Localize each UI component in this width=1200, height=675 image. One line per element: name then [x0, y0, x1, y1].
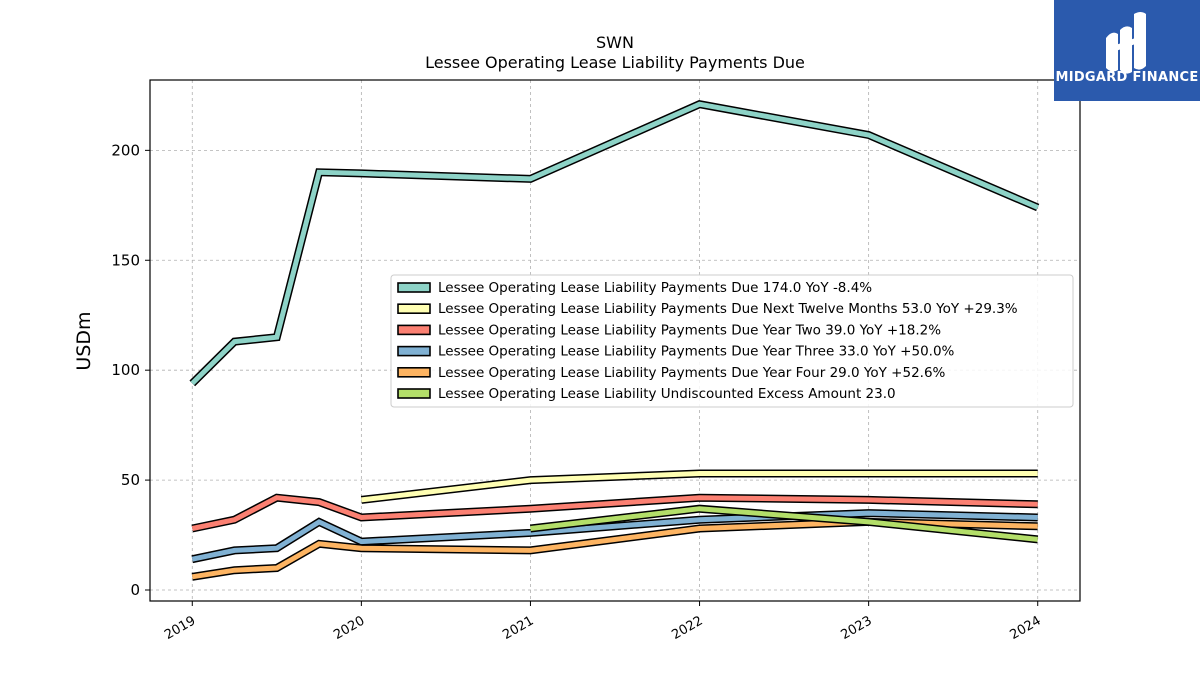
series-lines — [189, 100, 1040, 581]
x-tick-label: 2024 — [1008, 613, 1044, 643]
series-0 — [189, 100, 1040, 387]
legend-label: Lessee Operating Lease Liability Payment… — [438, 365, 946, 381]
legend-label: Lessee Operating Lease Liability Payment… — [438, 301, 1018, 317]
x-tick-label: 2019 — [162, 613, 198, 643]
legend-label: Lessee Operating Lease Liability Payment… — [438, 344, 955, 360]
legend-swatch — [397, 345, 431, 357]
series-4 — [191, 517, 1038, 581]
y-tick-label: 150 — [111, 251, 140, 269]
logo-mark-icon — [1106, 12, 1146, 74]
series-line — [190, 101, 1039, 386]
legend-label: Lessee Operating Lease Liability Undisco… — [438, 386, 896, 402]
y-tick-label: 50 — [121, 471, 140, 489]
series-5 — [530, 504, 1039, 544]
x-tick-label: 2023 — [838, 613, 874, 643]
y-tick-label: 200 — [111, 141, 140, 159]
legend-swatch — [397, 282, 431, 293]
legend: Lessee Operating Lease Liability Payment… — [390, 274, 1074, 408]
y-tick-label: 100 — [111, 361, 140, 379]
legend-swatch — [397, 366, 431, 378]
series-line — [191, 519, 1038, 580]
plot-frame — [149, 79, 1081, 602]
legend-swatch — [397, 324, 431, 336]
chart-title: SWN — [596, 33, 634, 52]
series-line — [191, 495, 1038, 531]
logo-text: MIDGARD FINANCE — [1055, 70, 1198, 85]
x-axis-ticks: 2019 2020 2021 2022 2023 2024 — [162, 601, 1044, 643]
legend-label: Lessee Operating Lease Liability Payment… — [438, 280, 872, 296]
legend-label: Lessee Operating Lease Liability Payment… — [438, 322, 941, 338]
legend-box — [390, 274, 1074, 408]
x-tick-label: 2021 — [500, 613, 536, 643]
series-2 — [191, 493, 1038, 533]
x-tick-label: 2020 — [331, 613, 367, 643]
logo: MIDGARD FINANCE — [1054, 0, 1200, 101]
x-tick-label: 2022 — [669, 613, 705, 643]
series-1 — [360, 469, 1038, 504]
y-tick-label: 0 — [130, 581, 140, 599]
y-axis-ticks: 0 50 100 150 200 — [111, 141, 150, 599]
y-axis-label: USDm — [73, 311, 95, 370]
chart-subtitle: Lessee Operating Lease Liability Payment… — [425, 53, 805, 72]
series-line — [530, 506, 1038, 542]
series-line — [361, 471, 1038, 503]
legend-swatch — [397, 303, 431, 315]
legend-swatch — [397, 388, 431, 399]
